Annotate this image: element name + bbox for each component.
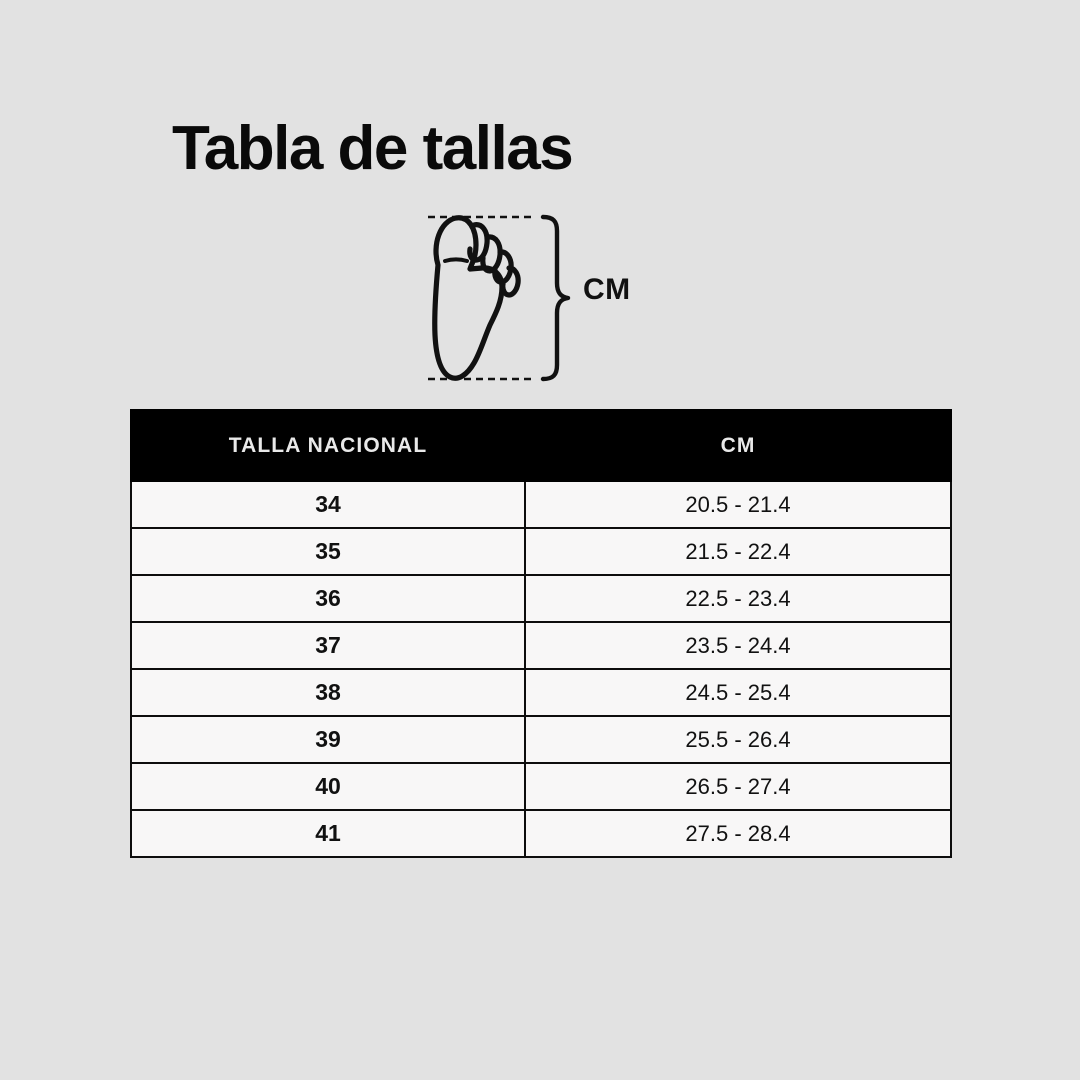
table-header: TALLA NACIONAL CM bbox=[130, 409, 952, 482]
cell-cm-range: 27.5 - 28.4 bbox=[524, 809, 952, 858]
footprint-sole-outline-icon bbox=[432, 215, 521, 381]
cell-cm-range: 24.5 - 25.4 bbox=[524, 668, 952, 717]
size-chart-table: TALLA NACIONAL CM 34 20.5 - 21.4 35 21.5 - … bbox=[130, 409, 952, 858]
cell-cm-range: 25.5 - 26.4 bbox=[524, 715, 952, 764]
table-row: 35 21.5 - 22.4 bbox=[130, 527, 952, 576]
table-body: 34 20.5 - 21.4 35 21.5 - 22.4 36 22.5 - 23.4 3… bbox=[130, 480, 952, 858]
foot-measure-diagram: CM bbox=[412, 205, 682, 395]
cell-cm-range: 20.5 - 21.4 bbox=[524, 480, 952, 529]
cm-measure-label: CM bbox=[583, 273, 631, 306]
cell-talla-nacional: 36 bbox=[130, 574, 526, 623]
page-title: Tabla de tallas bbox=[172, 114, 574, 183]
column-header-cm: CM bbox=[524, 409, 952, 482]
cell-talla-nacional: 37 bbox=[130, 621, 526, 670]
cell-talla-nacional: 39 bbox=[130, 715, 526, 764]
curly-brace-vertical-icon bbox=[540, 214, 571, 382]
cell-talla-nacional: 35 bbox=[130, 527, 526, 576]
cell-talla-nacional: 34 bbox=[130, 480, 526, 529]
table-row: 34 20.5 - 21.4 bbox=[130, 480, 952, 529]
cell-talla-nacional: 40 bbox=[130, 762, 526, 811]
table-row: 36 22.5 - 23.4 bbox=[130, 574, 952, 623]
table-row: 39 25.5 - 26.4 bbox=[130, 715, 952, 764]
cell-cm-range: 26.5 - 27.4 bbox=[524, 762, 952, 811]
table-header-row: TALLA NACIONAL CM bbox=[130, 409, 952, 482]
column-header-talla-nacional: TALLA NACIONAL bbox=[130, 409, 526, 482]
table-row: 38 24.5 - 25.4 bbox=[130, 668, 952, 717]
cell-cm-range: 23.5 - 24.4 bbox=[524, 621, 952, 670]
table-row: 40 26.5 - 27.4 bbox=[130, 762, 952, 811]
cell-talla-nacional: 38 bbox=[130, 668, 526, 717]
cell-cm-range: 21.5 - 22.4 bbox=[524, 527, 952, 576]
cell-talla-nacional: 41 bbox=[130, 809, 526, 858]
cell-cm-range: 22.5 - 23.4 bbox=[524, 574, 952, 623]
table-row: 37 23.5 - 24.4 bbox=[130, 621, 952, 670]
table-row: 41 27.5 - 28.4 bbox=[130, 809, 952, 858]
